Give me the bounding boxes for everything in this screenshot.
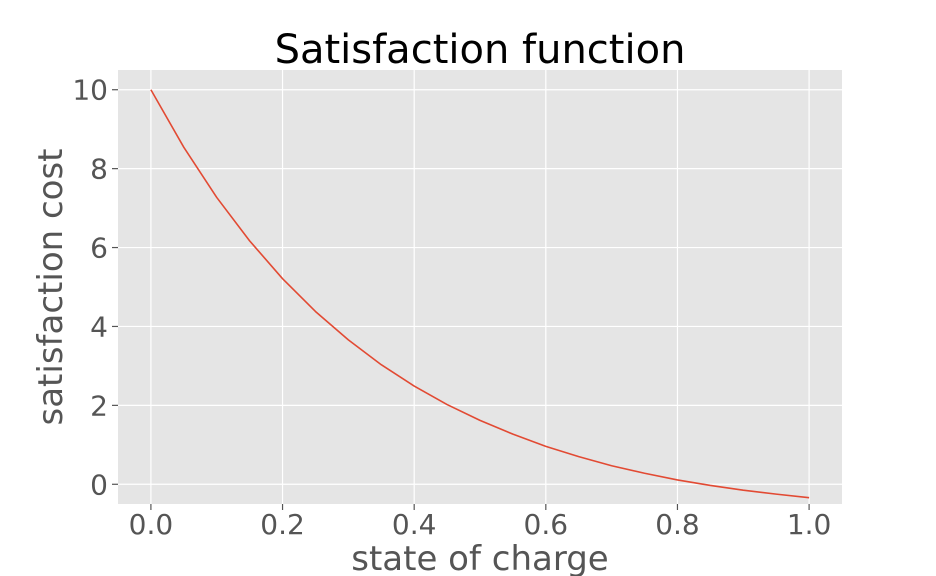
axis-ticks: 0.0 0.2 0.4 0.6 0.8 1.0 0 2 4 6 8 10 [72, 74, 831, 541]
x-tick-label: 1.0 [787, 508, 832, 541]
x-axis-label: state of charge [351, 539, 608, 576]
y-axis-label: satisfaction cost [31, 148, 71, 425]
y-tick-label: 6 [90, 232, 108, 265]
x-tick-label: 0.0 [129, 508, 174, 541]
plot-area [118, 70, 842, 504]
x-tick-label: 0.8 [655, 508, 700, 541]
y-tick-label: 0 [90, 468, 108, 501]
series-line [150, 89, 810, 499]
x-tick-label: 0.2 [260, 508, 305, 541]
y-tick-label: 8 [90, 153, 108, 186]
gridlines [118, 70, 842, 504]
chart-title: Satisfaction function [275, 27, 686, 73]
series-layer [150, 89, 810, 499]
x-tick-label: 0.4 [392, 508, 437, 541]
y-tick-label: 4 [90, 310, 108, 343]
y-tick-label: 10 [72, 74, 108, 107]
x-tick-label: 0.6 [524, 508, 569, 541]
y-tick-label: 2 [90, 389, 108, 422]
